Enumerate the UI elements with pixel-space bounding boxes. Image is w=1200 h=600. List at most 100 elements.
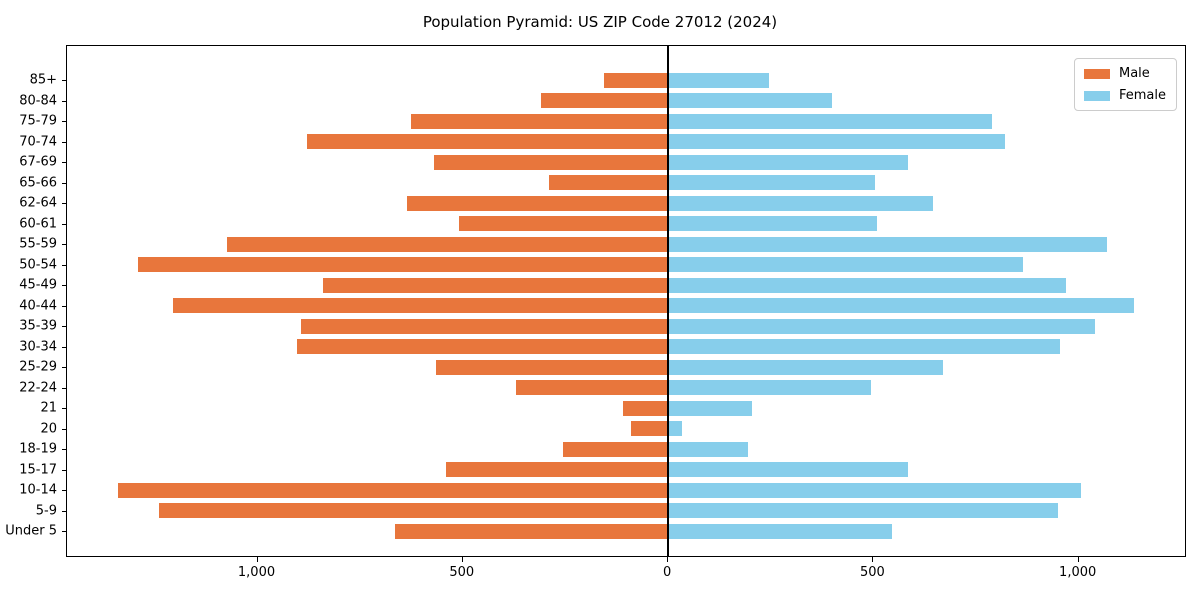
male-bar <box>395 523 669 539</box>
y-axis-tick-label: 75-79 <box>19 113 57 129</box>
y-axis-tick-label: 65-66 <box>19 175 57 190</box>
y-axis-tick-mark <box>62 387 66 389</box>
y-axis-tick-mark <box>62 531 66 532</box>
male-bar <box>549 175 669 190</box>
y-axis-tick-label: 85+ <box>29 72 57 88</box>
y-axis-tick-mark <box>62 244 66 245</box>
zero-axis-line <box>667 46 670 556</box>
x-axis-tick-label: 1,000 <box>1059 565 1097 580</box>
male-bar <box>516 380 669 395</box>
male-bar <box>138 257 669 272</box>
male-bar <box>631 421 669 436</box>
y-axis-tick-mark <box>62 469 66 471</box>
female-bar <box>668 380 872 395</box>
male-bar <box>158 503 669 518</box>
y-axis-tick-label: Under 5 <box>5 523 57 539</box>
female-bar <box>668 359 944 375</box>
female-bar <box>668 339 1061 354</box>
plot-area: Male Female <box>66 45 1186 557</box>
x-axis-tick-label: 0 <box>662 565 672 580</box>
y-axis-tick-label: 21 <box>40 400 57 416</box>
female-bar <box>668 93 833 108</box>
female-bar <box>668 277 1067 293</box>
male-bar <box>540 93 669 108</box>
y-axis-tick-mark <box>62 264 66 266</box>
y-axis-tick-mark <box>62 162 66 163</box>
y-axis-tick-label: 35-39 <box>19 318 57 334</box>
chart-title: Population Pyramid: US ZIP Code 27012 (2… <box>422 13 778 31</box>
female-bar <box>668 523 892 539</box>
y-axis-tick-mark <box>62 428 66 430</box>
y-axis-tick-mark <box>62 141 66 143</box>
male-bar <box>323 277 669 293</box>
female-bar <box>668 421 683 436</box>
legend: Male Female <box>1073 58 1177 111</box>
female-bar <box>668 462 909 477</box>
female-bar <box>668 298 1135 313</box>
y-axis-tick-label: 40-44 <box>19 298 57 313</box>
female-bar <box>668 195 933 211</box>
legend-label-male: Male <box>1118 66 1150 81</box>
female-bar <box>668 503 1059 518</box>
male-bar <box>604 72 669 88</box>
y-axis-tick-label: 25-29 <box>19 359 57 375</box>
y-axis-tick-label: 60-61 <box>19 216 57 231</box>
male-bar <box>411 113 669 129</box>
y-axis-tick-label: 55-59 <box>19 236 57 252</box>
female-bar <box>668 134 1005 149</box>
male-bar <box>436 359 669 375</box>
y-axis-tick-label: 15-17 <box>19 462 57 477</box>
female-legend-swatch <box>1083 90 1110 101</box>
y-axis-tick-label: 50-54 <box>19 257 57 272</box>
female-bar <box>668 113 993 129</box>
female-bar <box>668 216 878 231</box>
y-axis-tick-label: 18-19 <box>19 441 57 457</box>
y-axis-tick-mark <box>62 100 66 102</box>
female-bar <box>668 441 749 457</box>
y-axis-tick-label: 20 <box>40 421 57 436</box>
x-axis-tick-label: 500 <box>449 565 475 580</box>
y-axis-tick-mark <box>62 80 66 81</box>
y-axis-tick-label: 62-64 <box>19 195 57 211</box>
y-axis-tick-label: 80-84 <box>19 93 57 108</box>
y-axis-tick-mark <box>62 346 66 348</box>
legend-item-male: Male <box>1083 66 1166 81</box>
x-axis-tick-mark <box>872 557 874 562</box>
male-bar <box>296 339 669 354</box>
legend-item-female: Female <box>1083 88 1166 103</box>
male-bar <box>226 236 669 252</box>
male-bar <box>563 441 669 457</box>
y-axis-tick-label: 45-49 <box>19 277 57 293</box>
male-bar <box>458 216 669 231</box>
legend-label-female: Female <box>1118 88 1166 103</box>
y-axis-tick-mark <box>62 285 66 286</box>
y-axis-tick-label: 5-9 <box>35 503 57 518</box>
x-axis-tick-mark <box>461 557 463 562</box>
male-bar <box>407 195 669 211</box>
y-axis-tick-label: 30-34 <box>19 339 57 354</box>
x-axis-tick-label: 1,000 <box>237 565 276 580</box>
female-bar <box>668 482 1081 498</box>
x-axis-tick-mark <box>256 557 258 562</box>
male-bar <box>117 482 669 498</box>
x-axis-tick-label: 500 <box>859 565 885 580</box>
female-bar <box>668 72 769 88</box>
male-bar <box>306 134 669 149</box>
male-legend-swatch <box>1083 68 1110 79</box>
female-bar <box>668 400 753 416</box>
y-axis-tick-mark <box>62 408 66 409</box>
x-axis-tick-mark <box>1077 557 1079 562</box>
male-bar <box>434 154 669 170</box>
y-axis-tick-mark <box>62 182 66 184</box>
y-axis-tick-mark <box>62 121 66 122</box>
female-bar <box>668 257 1024 272</box>
y-axis-tick-mark <box>62 305 66 307</box>
y-axis-tick-mark <box>62 510 66 512</box>
female-bar <box>668 318 1096 334</box>
y-axis-tick-label: 67-69 <box>19 154 57 170</box>
y-axis-tick-mark <box>62 223 66 225</box>
female-bar <box>668 154 909 170</box>
x-axis-tick-mark <box>667 557 669 562</box>
y-axis-tick-mark <box>62 367 66 368</box>
